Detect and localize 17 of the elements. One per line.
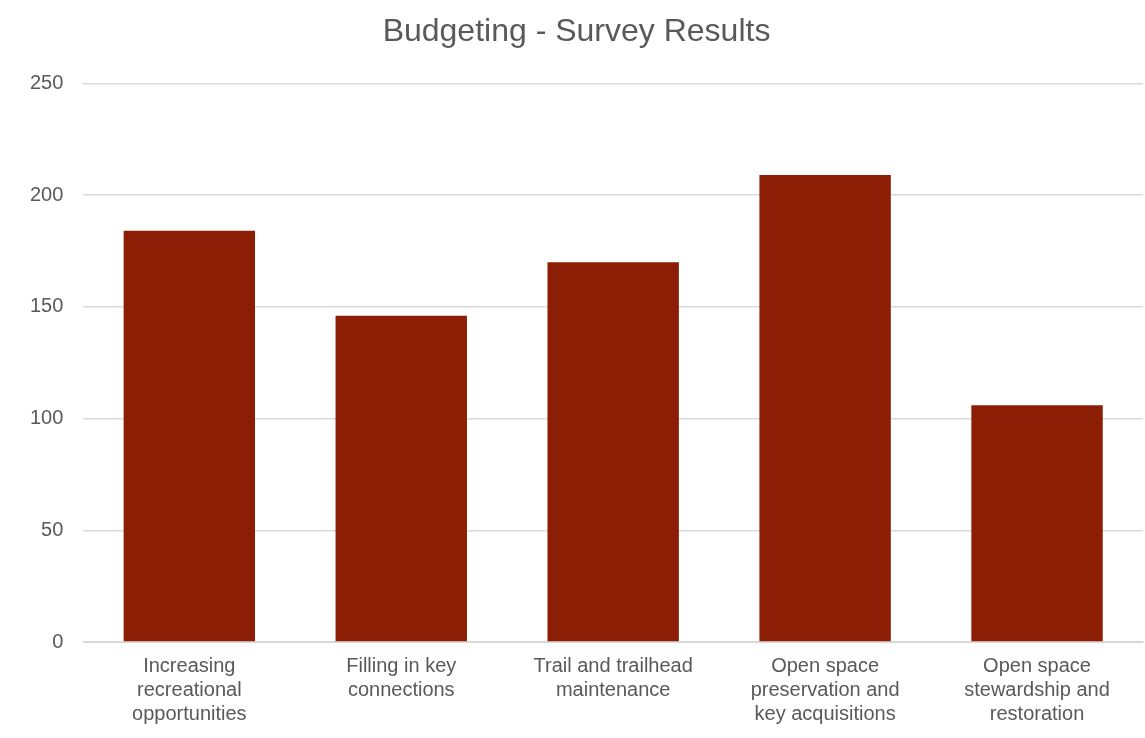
x-tick-label: Increasing recreational opportunities — [132, 653, 247, 724]
y-tick-label: 150 — [29, 294, 64, 317]
bar — [971, 405, 1103, 642]
y-tick-label: 250 — [29, 70, 64, 93]
bar — [547, 262, 679, 642]
y-tick-label: 0 — [52, 629, 64, 652]
y-tick-label: 200 — [29, 182, 64, 205]
x-tick-label: Open space stewardship and restoration — [964, 653, 1110, 724]
x-tick-label: Filling in key connections — [346, 653, 457, 700]
x-tick-label: Trail and trailhead maintenance — [533, 653, 693, 700]
y-tick-label: 100 — [29, 406, 64, 429]
y-tick-label: 50 — [41, 517, 64, 540]
bar — [123, 230, 256, 642]
bar — [759, 175, 891, 642]
x-tick-label: Open space preservation and key acquisitions — [750, 653, 900, 724]
bar — [335, 315, 467, 642]
chart-title: Budgeting - Survey Results — [382, 12, 771, 49]
